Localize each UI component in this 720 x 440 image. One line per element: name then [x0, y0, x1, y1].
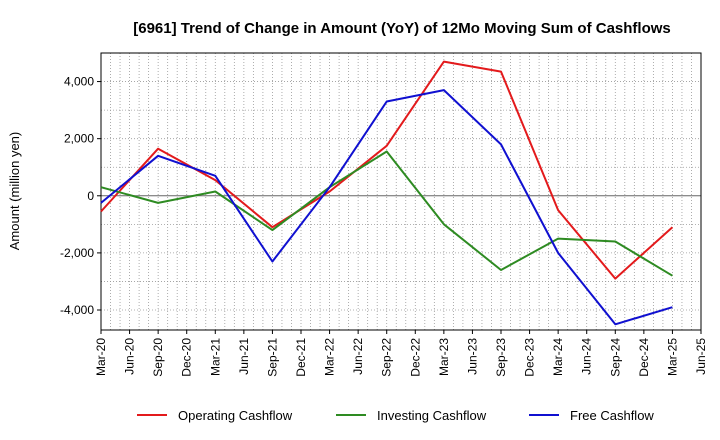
x-tick-label: Dec-23 — [523, 338, 537, 377]
y-tick-label: -2,000 — [60, 246, 94, 260]
x-tick-label: Dec-21 — [294, 338, 308, 377]
series-line-investing-cashflow — [100, 150, 673, 277]
grid — [101, 53, 701, 330]
plot-frame — [100, 52, 702, 331]
x-tick-label: Jun-21 — [237, 338, 251, 375]
y-tick-label: 0 — [87, 189, 94, 203]
x-tick-label: Sep-24 — [608, 338, 622, 377]
legend-label-investing-cashflow: Investing Cashflow — [377, 408, 487, 423]
series-group — [100, 60, 674, 326]
y-tick-label: 2,000 — [64, 132, 94, 146]
legend-label-free-cashflow: Free Cashflow — [570, 408, 654, 423]
x-tick-label: Mar-24 — [551, 338, 565, 376]
series-line-free-cashflow — [100, 89, 673, 326]
x-tick-label: Sep-23 — [494, 338, 508, 377]
x-tick-label: Dec-24 — [637, 338, 651, 377]
legend: Operating Cashflow Investing Cashflow Free… — [137, 408, 654, 423]
y-tick-label: -4,000 — [60, 303, 94, 317]
x-tick-label: Jun-22 — [351, 338, 365, 375]
x-tick-label: Sep-20 — [151, 338, 165, 377]
x-axis-ticks: Mar-20 Jun-20 Sep-20 Dec-20 Mar-21 Jun-21 Sep-… — [94, 330, 708, 377]
y-axis-ticks: -4,000 -2,000 0 2,000 4,000 — [60, 75, 101, 317]
x-tick-label: Sep-21 — [265, 338, 279, 377]
x-tick-label: Jun-23 — [465, 338, 479, 375]
x-tick-label: Mar-22 — [323, 338, 337, 376]
y-tick-label: 4,000 — [64, 75, 94, 89]
legend-label-operating-cashflow: Operating Cashflow — [178, 408, 293, 423]
x-tick-label: Dec-20 — [180, 338, 194, 377]
x-tick-label: Jun-20 — [123, 338, 137, 375]
x-tick-label: Dec-22 — [408, 338, 422, 377]
y-axis-label: Amount (million yen) — [7, 132, 22, 251]
x-tick-label: Sep-22 — [380, 338, 394, 377]
x-tick-label: Mar-21 — [208, 338, 222, 376]
x-tick-label: Mar-25 — [665, 338, 679, 376]
x-tick-label: Mar-20 — [94, 338, 108, 376]
x-tick-label: Jun-25 — [694, 338, 708, 375]
x-tick-label: Jun-24 — [580, 338, 594, 375]
x-tick-label: Mar-23 — [437, 338, 451, 376]
chart-title: [6961] Trend of Change in Amount (YoY) o… — [133, 20, 671, 37]
